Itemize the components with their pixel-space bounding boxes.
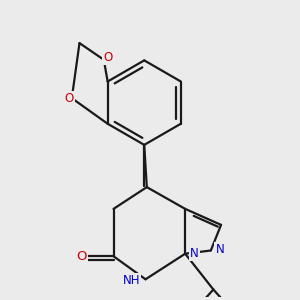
Text: O: O <box>64 92 74 105</box>
Text: O: O <box>76 250 87 263</box>
Text: N: N <box>190 247 199 260</box>
Text: O: O <box>103 51 112 64</box>
Text: NH: NH <box>123 274 140 287</box>
Text: N: N <box>215 243 224 256</box>
